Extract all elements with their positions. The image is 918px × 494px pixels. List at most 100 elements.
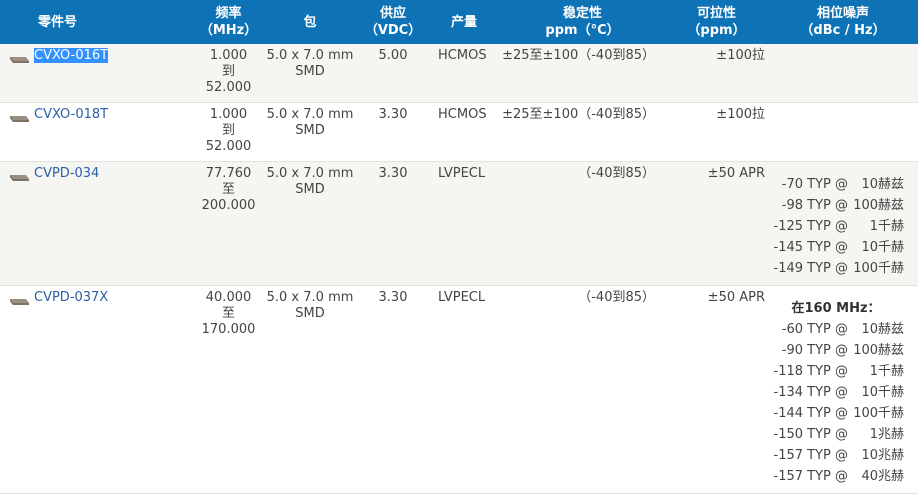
noise-offset: 1兆赫 (869, 427, 905, 442)
icon-cell (0, 161, 34, 286)
part-link[interactable]: CVPD-034 (34, 166, 100, 181)
package-cell: 5.0 x 7.0 mm SMD (262, 44, 359, 103)
part-cell: CVXO-018T (34, 102, 196, 162)
header-line: 可拉性 (697, 6, 737, 21)
part-cell: CVXO-016T (34, 44, 196, 103)
part-link[interactable]: CVPD-037X (34, 290, 109, 305)
pullability-cell: ±100拉 (665, 44, 769, 103)
noise-level: -145 TYP @ (773, 240, 849, 255)
package-line: 5.0 x 7.0 mm (266, 48, 354, 63)
phase-noise-cell: 在160 MHz： -60 TYP @ 10赫兹 -90 TYP @ 100赫兹 -118… (768, 285, 918, 494)
noise-offset: 40兆赫 (861, 469, 905, 484)
phase-noise-line: -144 TYP @ 100千赫 (768, 403, 912, 424)
noise-level: -144 TYP @ (773, 406, 849, 421)
product-row: CVPD-034 77.760 至 200.000 5.0 x 7.0 mm SMD 3.3… (0, 161, 918, 286)
noise-level: -150 TYP @ (773, 427, 849, 442)
phase-noise-line: -118 TYP @ 1千赫 (768, 361, 912, 382)
noise-offset: 10千赫 (861, 240, 905, 255)
frequency-line: 52.000 (205, 80, 252, 95)
stability-text: （-40到85） (578, 290, 656, 305)
frequency-cell: 1.000 到 52.000 (195, 102, 263, 162)
phase-noise-cell (768, 102, 918, 162)
stability-cell: ±25至±100（-40到85） (500, 44, 666, 103)
stability-text: （-40到85） (578, 166, 656, 181)
package-cell: 5.0 x 7.0 mm SMD (262, 102, 359, 162)
phase-noise-line: -98 TYP @ 100赫兹 (768, 195, 912, 216)
header-line: 频率 (215, 6, 242, 21)
noise-level: -157 TYP @ (773, 448, 849, 463)
noise-level: -118 TYP @ (773, 364, 849, 379)
header-text: 产量 (451, 14, 478, 30)
phase-noise-line: -125 TYP @ 1千赫 (768, 216, 912, 237)
stability-cell: （-40到85） (500, 285, 666, 494)
header-line: 供应 (380, 6, 407, 21)
noise-level: -134 TYP @ (773, 385, 849, 400)
package-cell: 5.0 x 7.0 mm SMD (262, 285, 359, 494)
noise-offset: 100赫兹 (853, 343, 905, 358)
table-body: CVXO-016T 1.000 到 52.000 5.0 x 7.0 mm SMD 5.00… (0, 44, 918, 494)
stability-text: （-40到85） (578, 48, 656, 63)
frequency-line: 200.000 (201, 198, 256, 213)
noise-level: -70 TYP @ (781, 177, 849, 192)
frequency-line: 到 (222, 123, 236, 138)
noise-offset: 1千赫 (869, 364, 905, 379)
stability-text: （-40到85） (578, 107, 656, 122)
part-link[interactable]: CVXO-016T (34, 48, 109, 63)
product-row: CVPD-037X 40.000 至 170.000 5.0 x 7.0 mm SMD 3.… (0, 285, 918, 494)
stability-text: ±25至±100 (502, 48, 579, 63)
part-cell: CVPD-034 (34, 161, 196, 286)
product-row: CVXO-018T 1.000 到 52.000 5.0 x 7.0 mm SMD 3.30… (0, 102, 918, 162)
chip-icon (10, 116, 29, 122)
header-row: 零件号 频率 （MHz） 包 供应 （VDC） 产量 稳定性 ppm（°C） 可拉性 （ppm） 相位… (0, 0, 918, 44)
frequency-line: 40.000 (205, 290, 252, 305)
header-text: 零件号 (38, 14, 78, 30)
frequency-line: 170.000 (201, 322, 256, 337)
phase-noise-line: -157 TYP @ 10兆赫 (768, 445, 912, 466)
pullability-cell: ±50 APR (665, 285, 769, 494)
output-cell: LVPECL (428, 161, 501, 286)
noise-offset: 10赫兹 (861, 177, 905, 192)
noise-level: -90 TYP @ (781, 343, 849, 358)
phase-noise-line: -157 TYP @ 40兆赫 (768, 466, 912, 487)
noise-offset: 100千赫 (853, 261, 905, 276)
pullability-cell: ±50 APR (665, 161, 769, 286)
column-header: 频率 （MHz） (195, 0, 263, 44)
output-cell: LVPECL (428, 285, 501, 494)
column-header: 包 (262, 0, 359, 44)
column-header: 零件号 (0, 0, 196, 44)
frequency-cell: 1.000 到 52.000 (195, 44, 263, 103)
header-line: （ppm） (687, 23, 746, 38)
package-line: SMD (295, 123, 325, 138)
noise-offset: 100千赫 (853, 406, 905, 421)
noise-level: -157 TYP @ (773, 469, 849, 484)
package-line: SMD (295, 306, 325, 321)
output-cell: HCMOS (428, 102, 501, 162)
chip-icon (10, 299, 29, 305)
phase-noise-line: -90 TYP @ 100赫兹 (768, 340, 912, 361)
package-line: 5.0 x 7.0 mm (266, 290, 354, 305)
phase-noise-line: -70 TYP @ 10赫兹 (768, 174, 912, 195)
supply-cell: 3.30 (358, 102, 429, 162)
icon-cell (0, 44, 34, 103)
phase-noise-cell: -70 TYP @ 10赫兹 -98 TYP @ 100赫兹 -125 TYP @ 1千赫… (768, 161, 918, 286)
phase-noise-line: -60 TYP @ 10赫兹 (768, 319, 912, 340)
package-line: 5.0 x 7.0 mm (266, 166, 354, 181)
chip-icon (10, 57, 29, 63)
frequency-line: 至 (222, 182, 236, 197)
header-line: 稳定性 (563, 6, 603, 21)
header-line: 相位噪声 (817, 6, 870, 21)
frequency-line: 至 (222, 306, 236, 321)
package-line: 5.0 x 7.0 mm (266, 107, 354, 122)
frequency-line: 到 (222, 64, 236, 79)
header-line: （dBc / Hz） (800, 23, 886, 38)
stability-text: ±25至±100 (502, 107, 579, 122)
part-link[interactable]: CVXO-018T (34, 107, 109, 122)
noise-offset: 10兆赫 (861, 448, 905, 463)
header-text: 包 (303, 14, 317, 30)
column-header: 可拉性 （ppm） (665, 0, 769, 44)
icon-cell (0, 285, 34, 494)
header-line: （VDC） (364, 23, 422, 38)
phase-noise-note: 在160 MHz： (791, 301, 881, 316)
